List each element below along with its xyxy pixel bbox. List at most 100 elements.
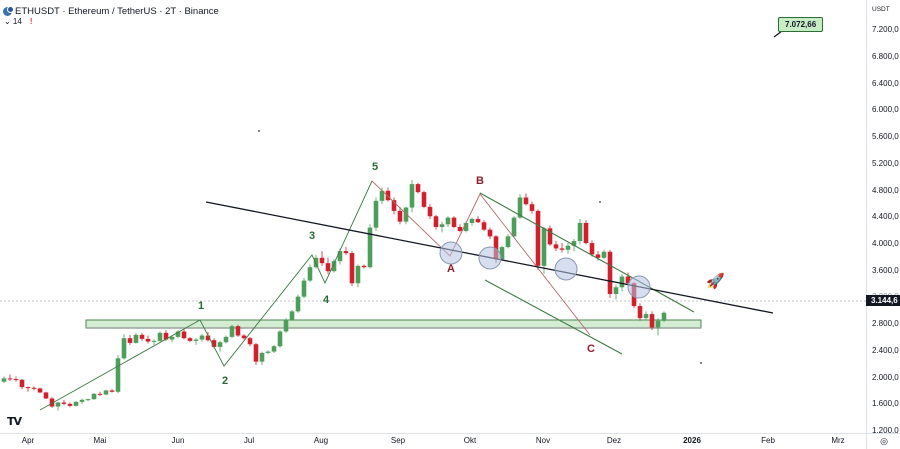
tradingview-logo-icon[interactable]: TV	[7, 415, 22, 428]
candle-body	[583, 222, 589, 244]
candlestick-series	[1, 180, 667, 411]
candle-body	[271, 346, 277, 352]
highlight-circle-c[interactable]	[554, 257, 578, 281]
candle-body	[589, 243, 595, 255]
candle-body	[13, 379, 19, 381]
indicator-row: ⌄ 14 !	[4, 17, 33, 26]
target-price-callout[interactable]: 7.072,66	[778, 17, 824, 32]
candle-body	[37, 388, 43, 393]
time-axis[interactable]: Apr Mai Jun Jul Aug Sep Okt Nov Dez 2026…	[0, 433, 866, 449]
support-zone[interactable]	[85, 319, 702, 329]
candle-body	[565, 245, 571, 250]
candle-body	[571, 241, 577, 246]
channel-upper-line[interactable]	[479, 192, 695, 313]
candle-body	[625, 276, 631, 284]
candle-body	[67, 403, 73, 406]
time-tick: Aug	[313, 436, 329, 445]
candle-body	[49, 398, 55, 407]
alert-icon[interactable]: !	[29, 17, 33, 26]
price-tick: 3.600,0	[872, 266, 899, 275]
candle-body	[283, 319, 289, 332]
candle-body	[409, 184, 415, 208]
candle-body	[475, 218, 481, 223]
candle-body	[325, 263, 331, 272]
symbol-header[interactable]: ETHUSDT · Ethereum / TetherUS · 2T · Bin…	[3, 3, 223, 19]
candle-body	[139, 334, 145, 339]
price-tick: 6.800,0	[872, 52, 899, 61]
candle-body	[607, 251, 613, 294]
candle-body	[43, 392, 49, 399]
candle-body	[601, 251, 607, 258]
candle-body	[361, 265, 367, 268]
candle-body	[313, 257, 319, 268]
chart-plot-area[interactable]	[0, 0, 866, 433]
candle-body	[121, 338, 127, 359]
price-tick: 5.200,0	[872, 159, 899, 168]
time-tick: Mai	[93, 436, 107, 445]
candle-body	[541, 228, 547, 266]
price-tick: 4.000,0	[872, 239, 899, 248]
chart-settings-icon[interactable]: ◎	[866, 433, 900, 449]
highlight-circle-b[interactable]	[478, 246, 502, 270]
wave-label-2: 2	[221, 375, 229, 387]
indicator-collapse-toggle[interactable]: ⌄ 14	[4, 17, 22, 26]
highlight-circle-a[interactable]	[439, 241, 463, 265]
candle-body	[373, 200, 379, 228]
candle-body	[619, 276, 625, 288]
candle-body	[505, 236, 511, 248]
price-tick: 2.400,0	[872, 346, 899, 355]
candle-body	[535, 210, 541, 266]
time-tick: Sep	[390, 436, 406, 445]
candle-body	[307, 267, 313, 281]
candle-body	[133, 334, 139, 343]
price-tick: 6.400,0	[872, 79, 899, 88]
correction-wave-path[interactable]	[371, 180, 591, 336]
candle-body	[439, 224, 445, 227]
time-tick: Apr	[21, 436, 35, 445]
stray-dot	[700, 362, 702, 364]
candle-body	[433, 216, 439, 227]
candle-body	[211, 340, 217, 347]
price-tick: 4.400,0	[872, 212, 899, 221]
price-axis[interactable]: USDT 7.200,0 6.800,0 6.400,0 6.000,0 5.6…	[866, 0, 900, 435]
time-tick: Mrz	[831, 436, 845, 445]
highlight-circle-d[interactable]	[627, 275, 651, 299]
candle-body	[379, 190, 385, 201]
channel-lower-line[interactable]	[484, 279, 623, 355]
candle-body	[277, 331, 283, 347]
candle-body	[595, 254, 601, 258]
candle-body	[385, 190, 391, 201]
candle-body	[421, 192, 427, 207]
wave-label-1: 1	[197, 300, 205, 312]
candle-body	[115, 358, 121, 392]
candle-body	[511, 217, 517, 237]
candle-body	[451, 217, 457, 227]
candle-body	[241, 335, 247, 339]
wave-label-a: A	[447, 263, 455, 275]
candle-body	[181, 331, 187, 339]
candle-body	[73, 401, 79, 406]
candle-body	[169, 336, 175, 340]
candle-body	[259, 352, 265, 362]
candle-body	[529, 204, 535, 211]
wave-label-b: B	[476, 175, 484, 187]
current-price-label: 3.144,6	[866, 295, 900, 306]
candle-body	[103, 390, 109, 395]
impulse-wave-path[interactable]	[39, 180, 373, 411]
price-tick: 1.200,0	[872, 426, 899, 435]
candle-body	[109, 390, 115, 392]
candle-body	[247, 338, 253, 345]
candle-body	[649, 314, 655, 328]
candle-body	[481, 222, 487, 230]
time-tick: Jun	[171, 436, 185, 445]
candle-body	[205, 335, 211, 341]
candle-body	[295, 296, 301, 312]
candle-body	[145, 338, 151, 342]
candle-body	[217, 342, 223, 347]
candle-body	[301, 280, 307, 297]
stray-dot	[258, 130, 260, 132]
candle-body	[85, 399, 91, 401]
candle-body	[463, 222, 469, 231]
price-tick: 1.600,0	[872, 399, 899, 408]
time-tick: Jul	[243, 436, 255, 445]
